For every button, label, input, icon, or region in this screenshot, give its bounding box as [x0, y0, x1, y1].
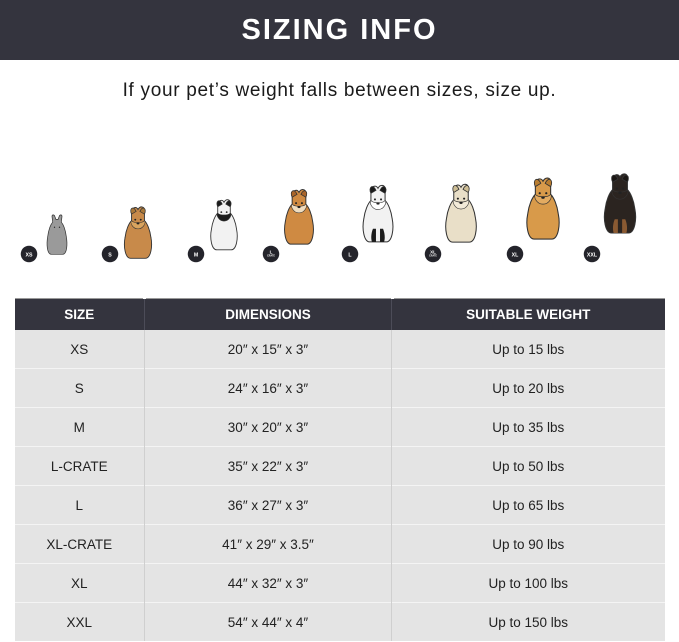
svg-text:M: M [193, 252, 198, 258]
svg-text:XS: XS [26, 252, 34, 258]
svg-text:XL: XL [511, 252, 519, 258]
svg-text:XL: XL [430, 249, 436, 254]
svg-text:L: L [270, 249, 273, 254]
svg-text:XXL: XXL [587, 252, 598, 258]
svg-text:S: S [108, 252, 112, 258]
